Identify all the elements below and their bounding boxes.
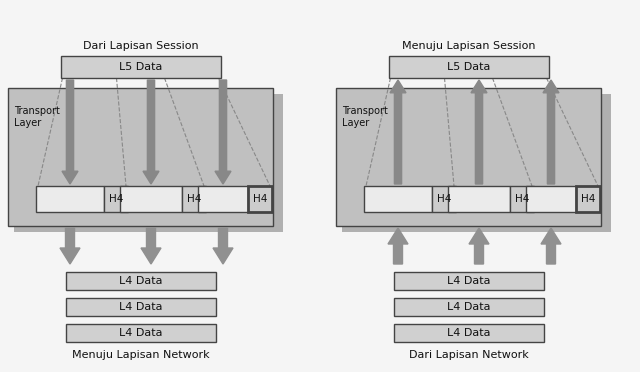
Bar bbox=[182, 186, 206, 212]
Polygon shape bbox=[143, 80, 159, 184]
Text: H4: H4 bbox=[187, 194, 201, 204]
Bar bbox=[394, 272, 543, 290]
Polygon shape bbox=[543, 80, 559, 184]
Text: Dari Lapisan Session: Dari Lapisan Session bbox=[83, 41, 198, 51]
Bar bbox=[104, 186, 128, 212]
Polygon shape bbox=[62, 80, 78, 184]
Text: L4 Data: L4 Data bbox=[447, 328, 490, 338]
Text: H4: H4 bbox=[109, 194, 123, 204]
Text: Menuju Lapisan Session: Menuju Lapisan Session bbox=[402, 41, 535, 51]
Polygon shape bbox=[390, 80, 406, 184]
Text: Transport
Layer: Transport Layer bbox=[342, 106, 388, 128]
Text: L5 Data: L5 Data bbox=[447, 62, 490, 72]
Text: L4 Data: L4 Data bbox=[119, 276, 163, 286]
Bar bbox=[61, 56, 221, 78]
Bar bbox=[198, 186, 248, 212]
Polygon shape bbox=[213, 228, 233, 264]
Bar bbox=[448, 186, 510, 212]
Polygon shape bbox=[469, 228, 489, 264]
Text: H4: H4 bbox=[253, 194, 267, 204]
Text: Transport
Layer: Transport Layer bbox=[14, 106, 60, 128]
Bar bbox=[336, 88, 601, 226]
Bar bbox=[248, 186, 272, 212]
Polygon shape bbox=[541, 228, 561, 264]
Bar bbox=[364, 186, 432, 212]
Bar bbox=[576, 186, 600, 212]
Polygon shape bbox=[471, 80, 487, 184]
Polygon shape bbox=[388, 228, 408, 264]
Text: H4: H4 bbox=[515, 194, 529, 204]
Text: Dari Lapisan Network: Dari Lapisan Network bbox=[408, 350, 529, 360]
Bar bbox=[14, 94, 283, 232]
Bar bbox=[394, 324, 543, 342]
Text: H4: H4 bbox=[581, 194, 595, 204]
Text: L4 Data: L4 Data bbox=[119, 328, 163, 338]
Bar bbox=[8, 88, 273, 226]
Bar bbox=[65, 272, 216, 290]
Bar bbox=[432, 186, 456, 212]
Bar bbox=[342, 94, 611, 232]
Text: H4: H4 bbox=[437, 194, 451, 204]
Text: L5 Data: L5 Data bbox=[119, 62, 162, 72]
Text: L4 Data: L4 Data bbox=[447, 302, 490, 312]
Bar bbox=[526, 186, 576, 212]
Bar bbox=[388, 56, 548, 78]
Bar bbox=[510, 186, 534, 212]
Text: Menuju Lapisan Network: Menuju Lapisan Network bbox=[72, 350, 209, 360]
Polygon shape bbox=[60, 228, 80, 264]
Bar bbox=[65, 324, 216, 342]
Bar bbox=[394, 298, 543, 316]
Polygon shape bbox=[215, 80, 231, 184]
Text: L4 Data: L4 Data bbox=[447, 276, 490, 286]
Bar bbox=[120, 186, 182, 212]
Text: L4 Data: L4 Data bbox=[119, 302, 163, 312]
Polygon shape bbox=[141, 228, 161, 264]
Bar bbox=[36, 186, 104, 212]
Bar bbox=[65, 298, 216, 316]
